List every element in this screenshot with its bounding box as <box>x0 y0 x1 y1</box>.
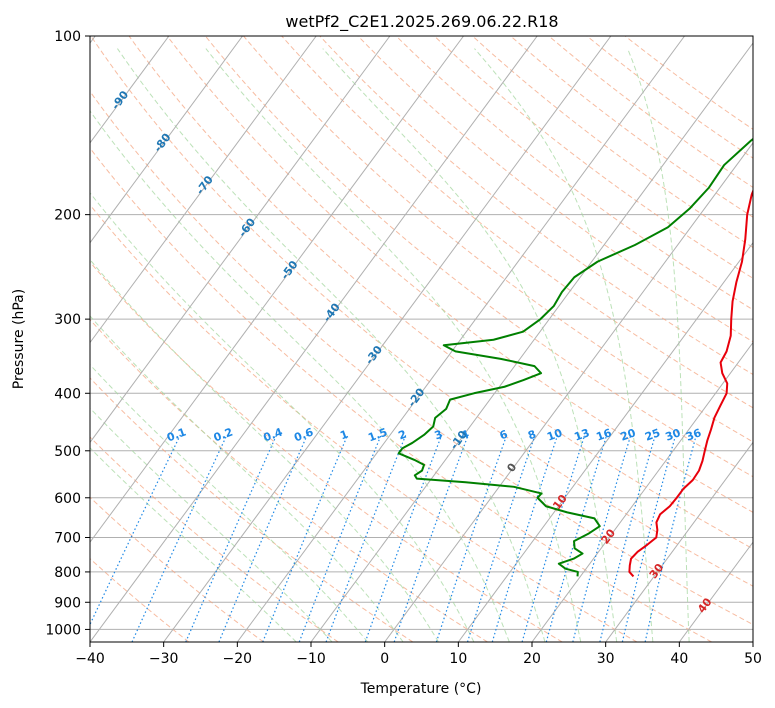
y-axis-label: Pressure (hPa) <box>11 289 27 389</box>
x-tick-label: −40 <box>75 651 105 667</box>
moist-adiabat <box>90 363 369 642</box>
mixing-ratio-label: 0.1 <box>165 426 188 445</box>
x-axis-label: Temperature (°C) <box>360 681 482 697</box>
mixing-ratio-label: 0.2 <box>212 426 235 445</box>
mixing-ratio-line <box>572 434 632 642</box>
skewed-isotherm <box>163 36 612 642</box>
mixing-ratio-label: 3 <box>433 428 445 443</box>
x-tick-label: 40 <box>670 651 688 667</box>
skewed-isotherm <box>531 341 753 642</box>
skewed-isotherm <box>90 36 170 144</box>
background-lines <box>90 36 753 642</box>
moist-adiabat <box>474 48 654 642</box>
mixing-ratio-line <box>185 434 278 642</box>
skewed-isotherm <box>90 36 464 544</box>
skewed-isotherm <box>90 36 538 642</box>
dry-adiabat <box>281 36 753 409</box>
y-tick-label: 1000 <box>45 622 81 638</box>
moist-adiabat <box>205 48 582 642</box>
x-tick-label: 30 <box>597 651 615 667</box>
mixing-ratio-label: 8 <box>526 428 538 443</box>
y-axis: 100 200 300 400 500 600 700 800 900 1000 <box>45 29 90 638</box>
moist-adiabat <box>90 258 439 642</box>
skewed-isotherm <box>384 142 753 642</box>
mixing-ratio-line <box>325 434 407 642</box>
mixing-ratio-label: 30 <box>664 426 683 444</box>
y-tick-label: 900 <box>54 595 81 611</box>
moist-adiabat <box>322 48 618 642</box>
mixing-ratio-label: 1 <box>338 428 350 443</box>
skewed-isotherm <box>457 241 753 642</box>
mixing-ratio-label: 4 <box>459 427 471 442</box>
y-tick-label: 700 <box>54 531 81 547</box>
mixing-ratio-label: 10 <box>545 426 564 444</box>
x-tick-label: 10 <box>449 651 467 667</box>
dry-adiabat <box>166 36 753 513</box>
moist-adiabat <box>117 48 546 642</box>
moist-adiabat <box>90 315 404 642</box>
mixing-ratio-label: 36 <box>684 426 703 444</box>
y-tick-label: 800 <box>54 565 81 581</box>
x-axis: −40 −30 −20 −10 0 10 20 30 40 50 <box>75 642 762 667</box>
mixing-ratio-label: 0.6 <box>292 425 315 444</box>
y-tick-label: 500 <box>54 444 81 460</box>
dry-adiabat <box>90 90 753 626</box>
mixing-ratio-label: 2 <box>397 428 409 443</box>
x-tick-label: 20 <box>523 651 541 667</box>
mixing-ratio-label: 16 <box>594 426 613 444</box>
mixing-ratio-line <box>393 434 469 642</box>
mixing-ratio-line <box>545 434 608 642</box>
moist-adiabat <box>90 192 475 642</box>
chart-title: wetPf2_C2E1.2025.269.06.22.R18 <box>285 12 558 32</box>
x-tick-label: −20 <box>223 651 253 667</box>
skewed-isotherm <box>310 42 753 642</box>
dry-adiabat <box>90 36 753 587</box>
skewed-isotherm <box>90 36 317 344</box>
dry-adiabat <box>243 36 753 443</box>
skewed-isotherm <box>90 36 243 244</box>
moist-adiabat <box>90 407 333 642</box>
y-tick-label: 400 <box>54 386 81 402</box>
temperature-profile-line <box>628 188 753 578</box>
x-tick-label: 0 <box>380 651 389 667</box>
series-layer <box>397 137 753 578</box>
dewpoint-profile-line <box>397 137 753 577</box>
skewed-isotherm <box>605 441 753 642</box>
skewed-isotherm <box>90 36 391 444</box>
dry-adiabat <box>90 204 638 642</box>
dry-adiabat <box>90 261 563 642</box>
dry-adiabat <box>90 147 712 642</box>
mixing-ratio-label: 0.4 <box>262 425 285 444</box>
y-tick-label: 100 <box>54 29 81 45</box>
mixing-ratio-label: 6 <box>498 427 510 442</box>
mixing-ratio-label: 1.5 <box>366 426 389 445</box>
y-tick-label: 300 <box>54 312 81 328</box>
mixing-ratio-line <box>218 434 308 642</box>
skewed-isotherm <box>236 36 685 642</box>
y-tick-label: 600 <box>54 491 81 507</box>
moist-adiabat <box>90 447 297 642</box>
plot-frame <box>89 35 754 643</box>
mixing-ratio-line <box>90 434 181 626</box>
y-tick-label: 200 <box>54 208 81 224</box>
dry-adiabat <box>90 557 190 642</box>
mixing-ratio-label: 13 <box>572 426 591 443</box>
mixing-ratio-line <box>599 434 656 642</box>
mixing-ratio-label: 20 <box>619 426 638 444</box>
x-tick-label: 50 <box>744 651 762 667</box>
mixing-ratio-line <box>364 434 443 642</box>
x-tick-label: −30 <box>149 651 179 667</box>
mixing-ratio-label: 25 <box>643 426 662 443</box>
mixing-ratio-line <box>298 434 382 642</box>
x-tick-label: −10 <box>296 651 326 667</box>
dry-adiabat <box>395 36 753 311</box>
